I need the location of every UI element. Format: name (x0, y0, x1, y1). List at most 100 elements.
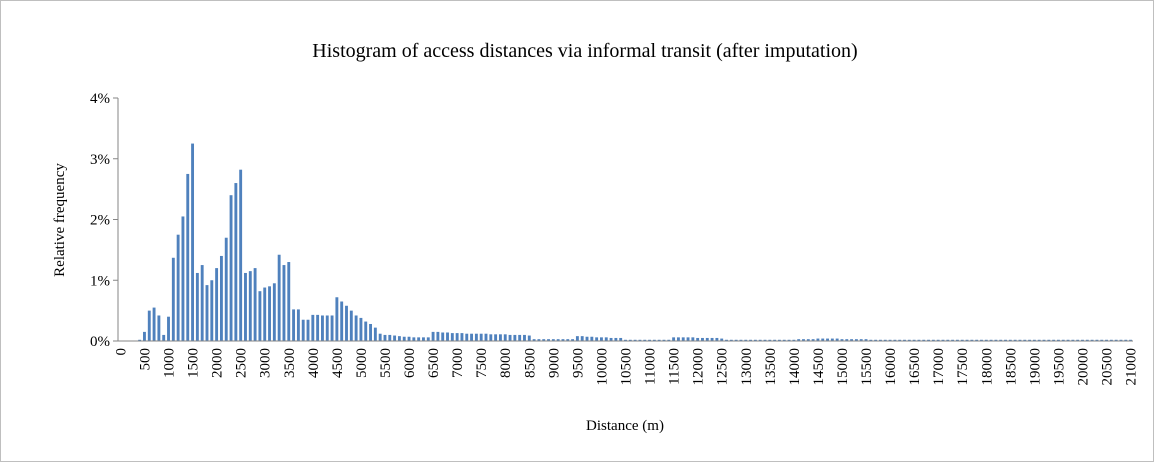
x-tick-label: 6500 (426, 348, 442, 378)
bar (984, 339, 988, 341)
bar (975, 339, 979, 341)
bar (417, 337, 421, 341)
bar (749, 339, 753, 341)
bar (806, 339, 810, 341)
bar (465, 333, 469, 341)
bar (479, 333, 483, 341)
x-tick-label: 6000 (402, 348, 418, 378)
bar (321, 315, 324, 341)
bar (922, 339, 926, 341)
x-tick-label: 20500 (1100, 348, 1116, 386)
bar (244, 272, 247, 341)
bar (595, 337, 599, 341)
x-tick-label: 1500 (186, 348, 202, 378)
bar (1081, 339, 1084, 341)
bar (311, 314, 315, 341)
x-tick-label: 17500 (955, 348, 971, 386)
bar (628, 339, 632, 341)
bar (354, 315, 358, 341)
bar (378, 333, 382, 341)
x-tick-label: 15000 (835, 348, 851, 386)
bar (171, 257, 175, 341)
bar (325, 315, 329, 341)
bar (523, 334, 526, 341)
bar (715, 337, 719, 341)
bar (359, 317, 363, 341)
bar (787, 339, 791, 341)
bar (268, 286, 271, 341)
x-tick-label: 12000 (691, 348, 707, 386)
bar (191, 143, 195, 341)
bar (532, 339, 536, 341)
x-tick-label: 11500 (667, 348, 683, 385)
x-axis-label: Distance (m) (586, 418, 664, 434)
bar (373, 327, 377, 341)
x-tick-label: 0 (113, 348, 129, 356)
bar (393, 335, 397, 341)
bar (1109, 339, 1113, 341)
bar (330, 315, 334, 341)
bar (898, 339, 902, 341)
bar (537, 339, 541, 341)
bar (676, 337, 680, 341)
bar (652, 339, 656, 341)
y-tick-label: 3% (90, 152, 110, 168)
x-tick-label: 1000 (162, 348, 178, 378)
bar (561, 339, 565, 341)
bar (864, 339, 868, 341)
bar (686, 337, 690, 341)
bar (811, 339, 815, 341)
bar (470, 333, 474, 341)
bar (624, 339, 627, 341)
bar (826, 338, 829, 341)
bar (575, 336, 579, 341)
bar (1056, 339, 1060, 341)
bar (797, 339, 801, 341)
bar (1042, 339, 1046, 341)
bar (571, 339, 575, 341)
bar (729, 339, 733, 341)
bar (782, 339, 786, 341)
bar (1061, 339, 1065, 341)
x-tick-label: 10500 (619, 348, 635, 386)
bar (912, 339, 916, 341)
bar (590, 336, 594, 341)
bar (609, 337, 613, 341)
bar (306, 319, 310, 341)
bar (450, 333, 454, 341)
bar (181, 216, 185, 341)
bar (768, 339, 772, 341)
bar (907, 339, 911, 341)
bar (282, 265, 286, 341)
x-tick-label: 5500 (378, 348, 394, 378)
bar (941, 339, 945, 341)
bar (1076, 339, 1080, 341)
bar (917, 339, 921, 341)
bar (710, 337, 714, 341)
bar (1071, 339, 1075, 341)
y-axis-label: Relative frequency (52, 163, 68, 277)
bar (604, 337, 608, 341)
bar (580, 336, 584, 341)
chart-title: Histogram of access distances via inform… (312, 40, 857, 62)
bar (369, 323, 372, 341)
y-tick-label: 4% (90, 91, 110, 107)
bar (167, 316, 170, 341)
bar (219, 255, 223, 341)
x-tick-label: 11000 (643, 348, 659, 385)
x-tick-label: 10000 (594, 348, 610, 386)
bar (883, 339, 887, 341)
bar (157, 315, 161, 341)
bar (340, 301, 344, 341)
bar (648, 339, 651, 341)
bar (1119, 339, 1123, 341)
bar (1032, 339, 1036, 341)
bar (215, 268, 219, 341)
x-tick-label: 15500 (859, 348, 875, 386)
bar (474, 333, 478, 341)
bar (258, 291, 262, 341)
bar (143, 331, 146, 341)
x-tick-label: 16000 (883, 348, 899, 386)
x-tick-label: 500 (137, 348, 153, 371)
